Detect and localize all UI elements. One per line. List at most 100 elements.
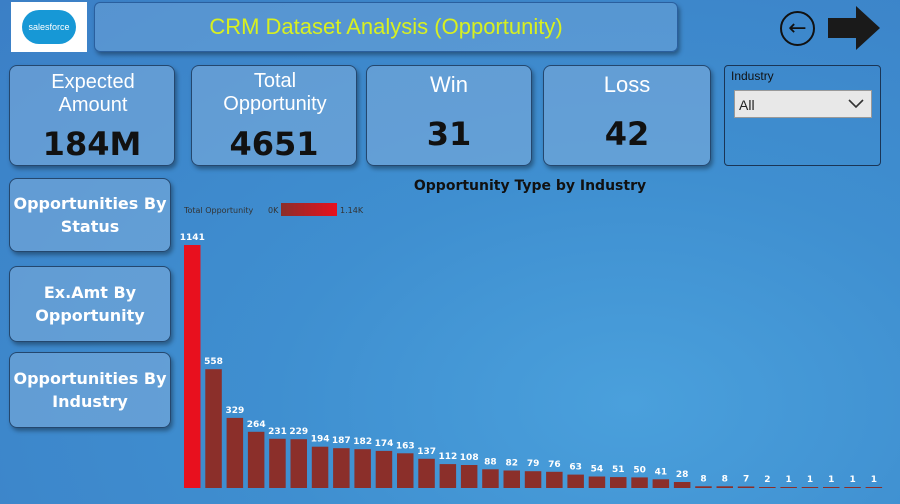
bar-data-label: 329 <box>226 406 245 416</box>
chart-bar[interactable] <box>375 450 393 488</box>
legend-min-label: 0K <box>268 206 279 215</box>
kpi-label: Total Opportunity <box>223 70 327 115</box>
chart-bar[interactable] <box>865 487 883 488</box>
bar-data-label: 194 <box>311 435 330 445</box>
chart-bar[interactable] <box>759 487 776 488</box>
chart-bar[interactable] <box>184 245 201 488</box>
chart-bar[interactable] <box>226 417 244 488</box>
bar-data-label: 51 <box>612 465 625 475</box>
ex-amt-by-opportunity-button[interactable]: Ex.Amt By Opportunity <box>9 266 171 342</box>
chart-bar[interactable] <box>333 448 350 488</box>
chart-bar[interactable] <box>631 477 648 488</box>
bar-data-label: 28 <box>676 470 689 480</box>
kpi-label: Win <box>430 72 468 97</box>
kpi-value: 31 <box>426 115 472 153</box>
bar-data-label: 1 <box>849 475 855 485</box>
bar-data-label: 1 <box>807 475 813 485</box>
bar-data-label: 1 <box>828 475 834 485</box>
bar-data-label: 137 <box>417 447 436 457</box>
bar-data-label: 558 <box>204 357 223 367</box>
chart-bar[interactable] <box>482 469 499 488</box>
bar-data-label: 231 <box>268 427 287 437</box>
industry-slicer: Industry All <box>724 65 881 166</box>
chart-bar[interactable] <box>844 487 861 488</box>
bar-data-label: 41 <box>655 467 668 477</box>
legend-gradient-swatch <box>281 203 337 216</box>
arrow-left-circle-icon[interactable]: ← <box>780 11 815 46</box>
chart-bar[interactable] <box>311 446 329 488</box>
chart-bar[interactable] <box>780 487 797 488</box>
kpi-label: Loss <box>603 72 651 97</box>
chart-bar[interactable] <box>610 477 627 488</box>
chart-bar[interactable] <box>737 486 755 489</box>
bar-data-label: 112 <box>439 452 458 462</box>
dropdown-value: All <box>739 97 755 113</box>
bar-data-label: 174 <box>375 439 394 449</box>
bar-data-label: 82 <box>506 459 519 469</box>
bar-data-label: 1 <box>785 475 791 485</box>
chart-bar[interactable] <box>673 482 691 488</box>
kpi-expected-amount: Expected Amount 184M <box>9 65 175 166</box>
chart-bar[interactable] <box>588 476 606 489</box>
chart-bar[interactable] <box>439 464 457 488</box>
salesforce-logo: salesforce <box>11 2 87 52</box>
chart-bar[interactable] <box>546 471 563 488</box>
legend-label: Total Opportunity <box>184 206 254 215</box>
logo-text: salesforce <box>22 10 76 44</box>
bar-data-label: 182 <box>353 437 372 447</box>
chart-bar[interactable] <box>205 369 222 488</box>
bar-data-label: 187 <box>332 436 351 446</box>
opportunities-by-status-button[interactable]: Opportunities By Status <box>9 178 171 252</box>
chart-bar[interactable] <box>695 486 712 488</box>
chevron-down-icon <box>848 99 864 109</box>
kpi-loss: Loss 42 <box>543 65 711 166</box>
opportunities-by-industry-button[interactable]: Opportunities By Industry <box>9 352 171 428</box>
chart-bar[interactable] <box>418 458 435 488</box>
bar-data-label: 54 <box>591 465 604 475</box>
bar-data-label: 76 <box>548 460 561 470</box>
chart-bar[interactable] <box>823 487 840 488</box>
chart-bar[interactable] <box>269 438 286 488</box>
chart-bar[interactable] <box>652 479 670 488</box>
chart-bar[interactable] <box>354 449 371 488</box>
slicer-label: Industry <box>731 69 774 83</box>
chart-bar[interactable] <box>801 487 819 488</box>
kpi-total-opportunity: Total Opportunity 4651 <box>191 65 357 166</box>
button-label: Opportunities By Industry <box>13 369 167 411</box>
chart-title: Opportunity Type by Industry <box>413 178 647 194</box>
arrow-right-icon[interactable] <box>828 6 880 50</box>
kpi-value: 4651 <box>229 125 319 163</box>
legend-max-label: 1.14K <box>340 206 364 215</box>
title-banner: CRM Dataset Analysis (Opportunity) <box>94 2 678 52</box>
page-title: CRM Dataset Analysis (Opportunity) <box>209 14 563 39</box>
bar-data-label: 88 <box>484 457 497 467</box>
chart-bar[interactable] <box>503 470 521 489</box>
kpi-win: Win 31 <box>366 65 532 166</box>
chart-bar[interactable] <box>397 453 414 488</box>
kpi-value: 184M <box>42 125 142 163</box>
chart-bar[interactable] <box>524 471 542 488</box>
bar-data-label: 1 <box>871 475 877 485</box>
bar-data-label: 50 <box>633 465 646 475</box>
bar-data-label: 1141 <box>180 233 205 243</box>
kpi-value: 42 <box>604 115 650 153</box>
bar-data-label: 108 <box>460 453 479 463</box>
chart-bar[interactable] <box>716 486 734 488</box>
bar-data-label: 163 <box>396 441 415 451</box>
button-label: Ex.Amt By Opportunity <box>35 283 145 325</box>
button-label: Opportunities By Status <box>13 194 167 236</box>
chart-bar[interactable] <box>460 465 478 488</box>
chart-bar[interactable] <box>290 439 308 488</box>
chart-bar[interactable] <box>247 431 265 488</box>
industry-dropdown[interactable]: All <box>734 90 872 118</box>
bar-data-label: 2 <box>764 475 770 485</box>
bar-data-label: 229 <box>289 427 308 437</box>
bar-data-label: 8 <box>722 474 728 484</box>
bar-data-label: 79 <box>527 459 540 469</box>
bar-data-label: 8 <box>700 474 706 484</box>
kpi-label: Expected Amount <box>51 71 135 116</box>
bar-data-label: 7 <box>743 475 749 485</box>
bar-data-label: 264 <box>247 420 266 430</box>
chart-bar[interactable] <box>567 474 584 488</box>
